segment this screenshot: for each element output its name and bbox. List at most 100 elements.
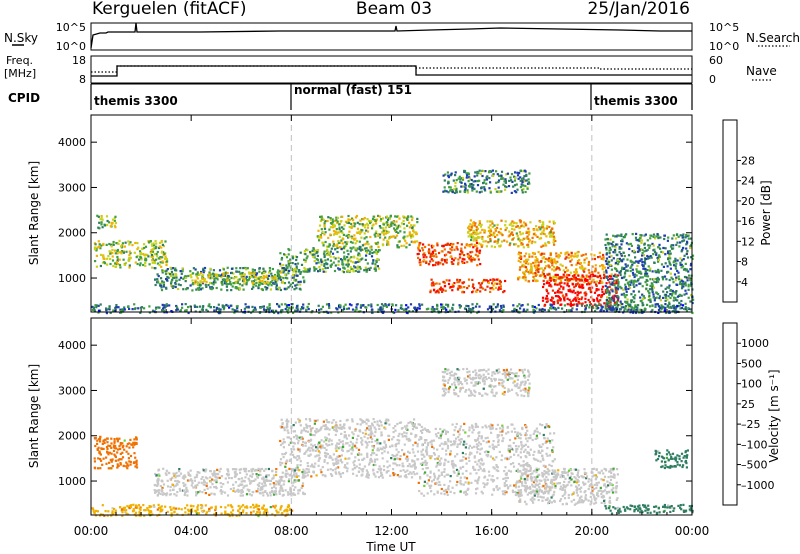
power-echo-cell (566, 251, 569, 254)
power-echo-cell (491, 234, 495, 237)
power-echo-cell (508, 223, 511, 226)
power-echo-cell (641, 285, 644, 288)
power-echo-cell (173, 269, 177, 272)
power-echo-cell (641, 276, 644, 279)
power-echo-cell (593, 257, 596, 261)
power-echo-cell (685, 292, 688, 295)
power-echo-cell (430, 278, 433, 281)
velocity-echo-cell (361, 439, 364, 442)
power-echo-cell (436, 307, 439, 310)
velocity-echo-cell (302, 491, 305, 494)
velocity-echo-cell (411, 459, 414, 462)
power-echo-cell (323, 224, 326, 227)
power-echo-cell (598, 294, 601, 297)
power-echo-cell (589, 282, 593, 285)
power-echo-cell (605, 291, 608, 295)
velocity-echo-cell (185, 486, 188, 489)
velocity-echo-cell (328, 438, 331, 441)
power-echo-cell (551, 227, 554, 230)
power-echo-cell (335, 228, 338, 231)
power-echo-cell (430, 283, 433, 286)
velocity-echo-cell (262, 494, 265, 497)
power-echo-cell (159, 257, 162, 260)
power-echo-cell (226, 272, 229, 275)
power-echo-cell (633, 297, 636, 300)
velocity-echo-cell (254, 478, 257, 481)
power-echo-cell (460, 249, 463, 252)
power-echo-cell (295, 287, 298, 290)
velocity-echo-cell (204, 492, 207, 495)
power-echo-cell (473, 237, 476, 240)
power-echo-cell (386, 224, 389, 227)
power-echo-cell (454, 171, 457, 174)
power-echo-cell (356, 257, 359, 260)
power-echo-cell (646, 254, 649, 258)
power-echo-cell (373, 233, 376, 236)
power-echo-cell (501, 234, 504, 237)
power-echo-cell (633, 251, 636, 254)
power-echo-cell (216, 275, 219, 278)
power-echo-cell (680, 294, 683, 297)
power-echo-cell (535, 266, 538, 269)
power-echo-cell (332, 256, 335, 259)
freq-unit-label: [MHz] (4, 67, 36, 80)
power-echo-cell (128, 243, 131, 246)
power-echo-cell (191, 289, 194, 292)
power-echo-cell (275, 286, 278, 289)
velocity-echo-cell (215, 487, 218, 490)
power-echo-cell (384, 304, 387, 307)
power-echo-cell (157, 257, 160, 260)
velocity-echo-cell (113, 438, 116, 441)
power-echo-cell (468, 225, 471, 228)
power-echo-cell (504, 220, 507, 223)
power-echo-cell (308, 269, 311, 272)
power-echo-cell (192, 282, 195, 285)
power-echo-cell (655, 279, 659, 282)
power-echo-cell (174, 285, 177, 289)
power-echo-cell (549, 231, 552, 234)
velocity-echo-cell (181, 476, 184, 479)
power-echo-cell (453, 191, 457, 194)
velocity-echo-cell (222, 483, 225, 486)
power-echo-cell (328, 243, 331, 246)
velocity-echo-cell (232, 489, 235, 492)
power-echo-cell (279, 271, 283, 274)
power-echo-cell (155, 242, 158, 245)
power-echo-cell (226, 289, 229, 292)
power-echo-cell (258, 270, 261, 273)
power-echo-cell (371, 217, 375, 221)
power-echo-cell (535, 307, 538, 310)
power-echo-cell (151, 259, 154, 262)
velocity-echo-cell (300, 436, 303, 439)
power-echo-cell (381, 231, 384, 234)
velocity-echo-cell (203, 479, 206, 482)
velocity-echo-layer (91, 367, 694, 518)
power-echo-cell (165, 263, 168, 267)
power-echo-cell (635, 306, 638, 309)
power-echo-cell (630, 244, 633, 247)
power-echo-cell (602, 264, 605, 267)
power-echo-cell (620, 254, 623, 257)
power-echo-cell (285, 264, 288, 267)
velocity-echo-cell (135, 438, 138, 441)
velocity-echo-cell (132, 446, 135, 449)
power-echo-cell (352, 270, 355, 273)
velocity-echo-cell (127, 464, 130, 467)
power-echo-cell (189, 274, 192, 277)
power-echo-cell (329, 265, 333, 268)
power-echo-cell (451, 289, 454, 292)
power-echo-cell (334, 219, 337, 222)
power-echo-cell (508, 234, 511, 237)
power-echo-cell (160, 246, 163, 249)
power-echo-cell (423, 259, 426, 262)
velocity-echo-cell (360, 437, 363, 440)
velocity-echo-cell (122, 444, 125, 447)
velocity-echo-cell (214, 475, 217, 478)
power-echo-cell (427, 307, 430, 310)
velocity-echo-cell (376, 471, 379, 474)
power-echo-cell (413, 224, 416, 227)
power-echo-cell (449, 309, 452, 312)
power-echo-cell (402, 308, 405, 311)
velocity-echo-cell (243, 485, 246, 488)
power-echo-cell (525, 258, 528, 261)
